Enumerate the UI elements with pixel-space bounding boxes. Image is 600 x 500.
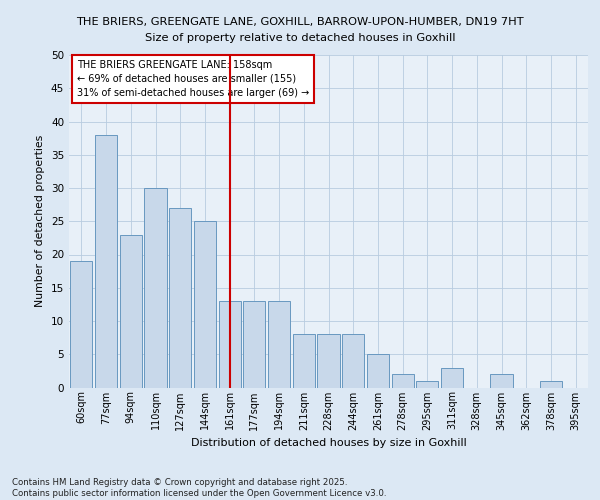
Bar [392,374,414,388]
Bar [268,301,290,388]
Bar [416,381,439,388]
Text: Size of property relative to detached houses in Goxhill: Size of property relative to detached ho… [145,33,455,43]
Y-axis label: Number of detached properties: Number of detached properties [35,135,46,308]
Text: THE BRIERS, GREENGATE LANE, GOXHILL, BARROW-UPON-HUMBER, DN19 7HT: THE BRIERS, GREENGATE LANE, GOXHILL, BAR… [76,17,524,27]
Bar [441,368,463,388]
Bar [95,135,117,388]
Bar [293,334,315,388]
Bar [243,301,265,388]
Bar [194,221,216,388]
Bar [218,301,241,388]
Bar [317,334,340,388]
Bar [342,334,364,388]
Text: Contains HM Land Registry data © Crown copyright and database right 2025.
Contai: Contains HM Land Registry data © Crown c… [12,478,386,498]
Text: THE BRIERS GREENGATE LANE: 158sqm
← 69% of detached houses are smaller (155)
31%: THE BRIERS GREENGATE LANE: 158sqm ← 69% … [77,60,309,98]
X-axis label: Distribution of detached houses by size in Goxhill: Distribution of detached houses by size … [191,438,466,448]
Bar [145,188,167,388]
Bar [70,261,92,388]
Bar [490,374,512,388]
Bar [367,354,389,388]
Bar [169,208,191,388]
Bar [540,381,562,388]
Bar [119,234,142,388]
